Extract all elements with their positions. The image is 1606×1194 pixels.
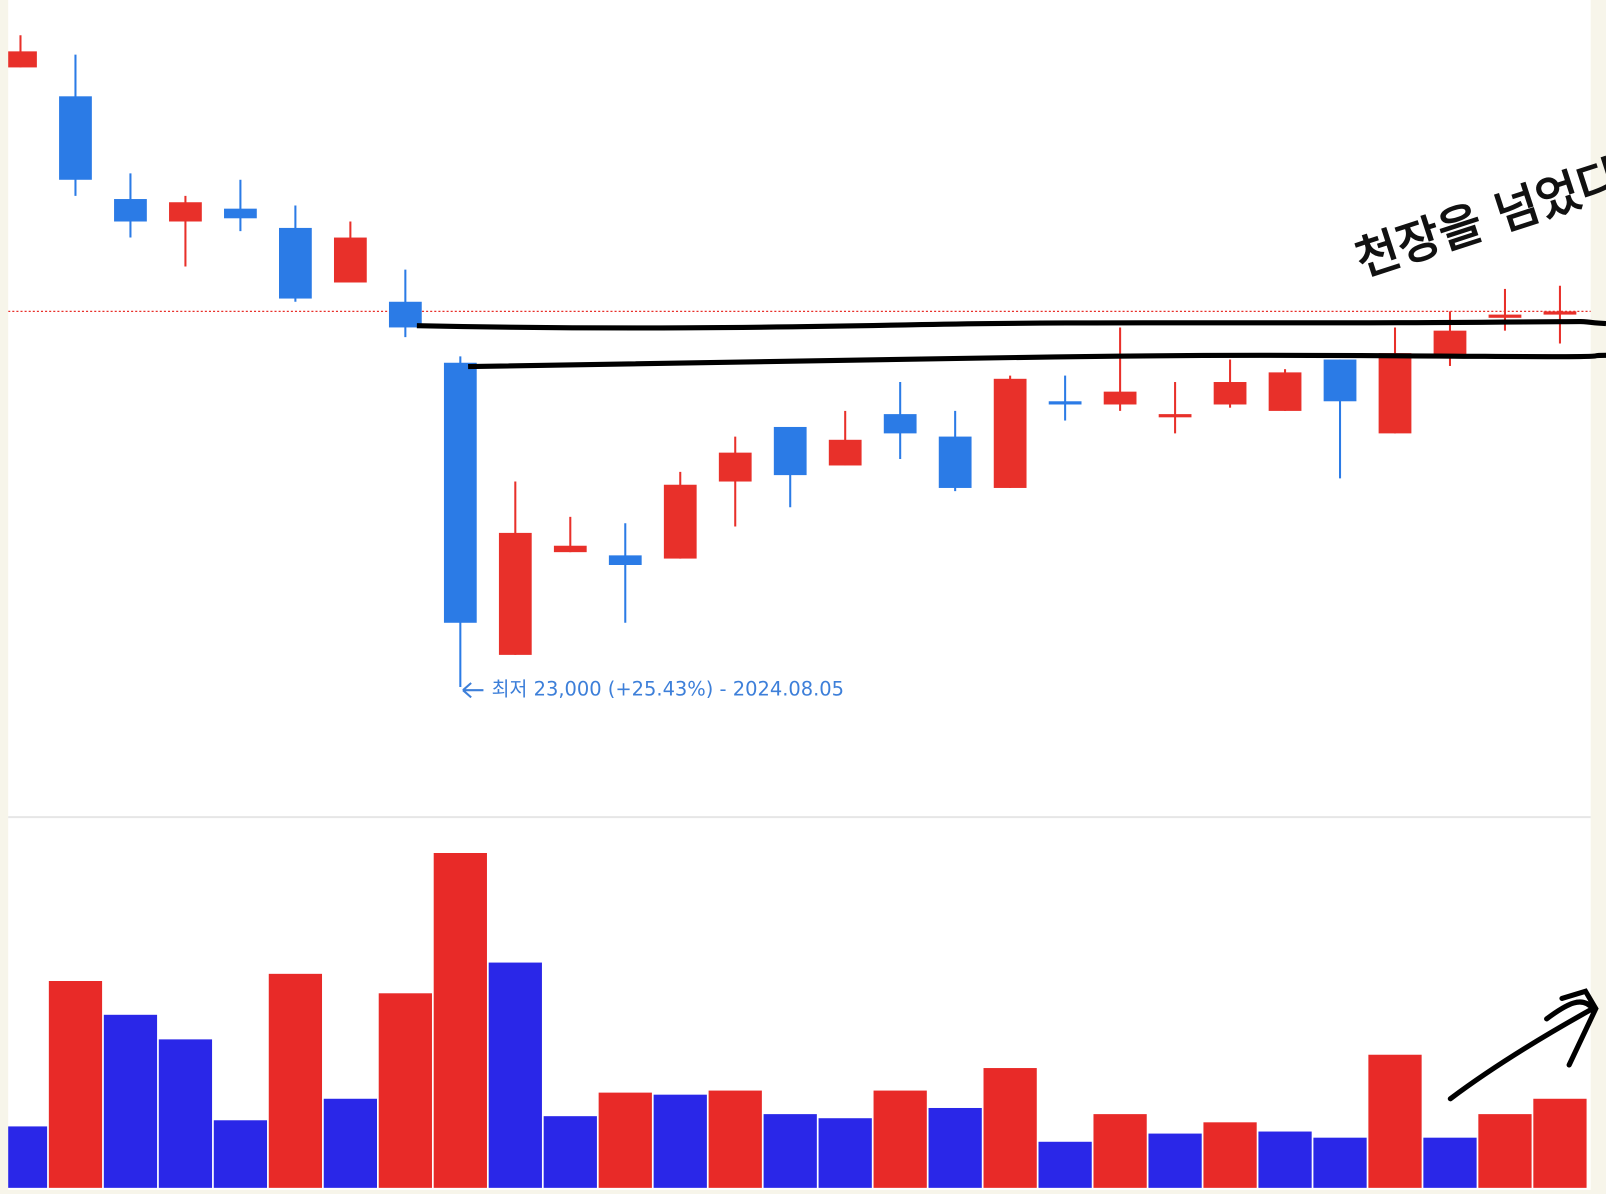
candle-body	[1268, 372, 1302, 411]
candle-body	[553, 545, 587, 553]
candle-body	[1488, 314, 1522, 318]
candle-body	[718, 452, 752, 482]
candle-body	[59, 96, 92, 180]
volume-bar	[8, 1126, 48, 1188]
candle-body	[1433, 330, 1467, 357]
volume-bar	[983, 1068, 1037, 1188]
candle-body	[388, 301, 422, 328]
volume-bar	[653, 1094, 707, 1188]
candle-body	[1213, 382, 1247, 405]
volume-bar	[1313, 1137, 1367, 1188]
volume-bar	[1258, 1131, 1312, 1188]
candle-body	[8, 51, 37, 68]
volume-bar	[1203, 1122, 1257, 1188]
volume-bar	[1533, 1098, 1587, 1188]
low-arrow	[462, 682, 484, 699]
candle-body	[169, 202, 202, 222]
hand-line	[468, 352, 1606, 370]
volume-bar	[543, 1116, 597, 1188]
candle-body	[498, 532, 532, 655]
volume-bar	[433, 853, 487, 1188]
volume-bar	[1148, 1133, 1202, 1188]
candle-body	[883, 414, 917, 434]
volume-bar	[818, 1118, 872, 1188]
plot-background	[8, 0, 1591, 1190]
candle-body	[828, 439, 862, 466]
volume-bar	[158, 1039, 213, 1188]
candle-body	[938, 436, 972, 488]
volume-bar	[213, 1120, 268, 1188]
low-label: 최저 23,000 (+25.43%) - 2024.08.05	[492, 678, 844, 701]
candle-body	[224, 208, 257, 219]
hand-arrow	[1447, 988, 1599, 1102]
candle-body	[1048, 401, 1082, 405]
volume-bar	[708, 1090, 762, 1188]
candle-body	[1599, 311, 1606, 314]
volume-bar	[1368, 1054, 1422, 1188]
volume-bar	[1423, 1137, 1477, 1188]
volume-bar	[268, 973, 323, 1188]
volume-bar	[598, 1092, 652, 1188]
candle-body	[114, 199, 147, 222]
candle-body	[773, 426, 807, 476]
candle-body	[1103, 391, 1137, 405]
price-pane	[8, 35, 1606, 687]
candle-body	[663, 484, 697, 559]
volume-bar	[48, 981, 103, 1188]
candle-body	[1158, 414, 1192, 418]
volume-bar	[1038, 1141, 1092, 1188]
volume-bar	[378, 993, 432, 1188]
volume-bar	[323, 1098, 378, 1188]
volume-bar	[763, 1114, 817, 1188]
candle-body	[333, 237, 367, 283]
volume-bar	[488, 962, 542, 1188]
volume-bar	[1478, 1114, 1532, 1188]
volume-bar	[1093, 1114, 1147, 1188]
volume-pane	[8, 853, 1587, 1188]
volume-bar	[928, 1107, 982, 1188]
volume-bar	[873, 1090, 927, 1188]
candle-body	[608, 555, 642, 565]
candle-body	[993, 378, 1027, 488]
candle-body	[279, 227, 312, 299]
hand-line	[416, 318, 1606, 331]
candle-body	[1543, 311, 1577, 315]
volume-bar	[103, 1014, 158, 1188]
candle-body	[443, 362, 477, 623]
candle-body	[1378, 353, 1412, 434]
candle-body	[1323, 359, 1357, 402]
